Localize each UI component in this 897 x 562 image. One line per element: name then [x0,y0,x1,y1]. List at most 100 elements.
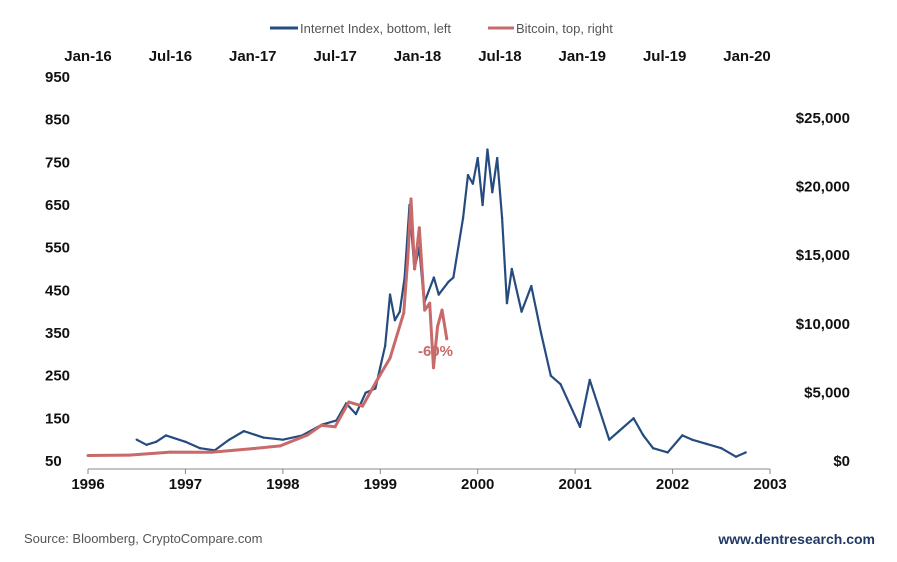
data-point-internet-index [734,455,738,458]
data-point-bitcoin [319,423,323,427]
data-point-internet-index [549,374,552,377]
data-point-internet-index [447,280,450,283]
top-axis-tick-labels: Jan-16 Jul-16 Jan-17 Jul-17 Jan-18 Jul-18 Jan-… [64,48,771,65]
data-point-internet-index [374,387,377,390]
data-point-internet-index [383,344,387,347]
left-tick-label: 850 [45,112,70,129]
bottom-tick-label: 2003 [753,476,786,493]
bottom-axis [87,468,771,474]
data-point-internet-index [510,267,514,271]
data-point-bitcoin [428,301,432,305]
right-tick-label: $15,000 [796,247,850,264]
data-point-bitcoin [210,450,214,454]
top-tick-label: Jan-20 [723,48,771,65]
data-point-internet-index [388,293,392,296]
data-point-internet-index [505,301,509,305]
data-point-internet-index [452,276,455,279]
data-point-internet-index [155,440,158,443]
data-point-bitcoin [417,226,421,230]
left-tick-label: 250 [45,368,70,385]
data-point-internet-index [398,310,401,313]
bottom-tick-label: 1996 [71,476,104,493]
data-point-bitcoin [445,337,449,341]
data-point-internet-index [588,378,591,382]
data-point-bitcoin [168,450,172,454]
data-point-internet-index [354,412,358,416]
bottom-tick-label: 1999 [364,476,397,493]
data-point-internet-index [432,276,436,279]
data-point-internet-index [642,434,645,437]
annotation-drawdown: -60% [418,343,453,360]
data-point-internet-index [476,156,479,160]
left-tick-label: 150 [45,410,70,427]
top-tick-label: Jul-19 [643,48,686,65]
top-tick-label: Jan-17 [229,48,277,65]
data-point-internet-index [500,216,504,219]
right-tick-label: $10,000 [796,316,850,333]
left-tick-label: 350 [45,325,70,342]
data-point-internet-index [486,148,489,151]
data-point-bitcoin [306,433,310,437]
top-tick-label: Jul-18 [478,48,521,65]
data-point-internet-index [578,425,582,429]
data-point-internet-index [651,447,655,450]
data-point-bitcoin [413,267,417,271]
data-point-internet-index [364,391,367,394]
data-point-bitcoin [409,197,413,201]
data-point-internet-index [379,365,382,369]
data-point-internet-index [184,440,187,443]
left-tick-label: 450 [45,282,70,299]
top-tick-label: Jan-16 [64,48,112,65]
data-point-internet-index [720,447,723,450]
data-point-internet-index [471,182,475,185]
website-link[interactable]: www.dentresearch.com [718,531,875,547]
data-point-bitcoin [436,325,440,329]
legend-label-bitcoin: Bitcoin, top, right [516,21,613,36]
data-point-internet-index [744,451,747,454]
data-point-internet-index [228,438,231,441]
data-point-internet-index [569,404,572,407]
data-point-internet-index [437,293,440,296]
top-tick-label: Jan-19 [558,48,606,65]
data-point-internet-index [705,442,708,446]
data-point-bitcoin [440,308,444,312]
data-point-internet-index [608,438,611,441]
data-point-internet-index [164,434,168,437]
right-tick-label: $0 [833,453,850,470]
bottom-tick-label: 2001 [558,476,591,493]
bottom-tick-label: 2000 [461,476,494,493]
data-point-internet-index [559,383,562,386]
right-tick-label: $5,000 [804,384,850,401]
data-point-internet-index [496,156,499,160]
data-point-internet-index [262,436,265,439]
data-point-internet-index [598,408,601,411]
data-point-internet-index [135,438,138,441]
left-tick-label: 550 [45,240,70,257]
data-point-bitcoin [431,366,435,370]
source-note: Source: Bloomberg, CryptoCompare.com [24,531,263,546]
data-point-internet-index [520,310,523,313]
series-line-internet-index [136,148,747,458]
data-point-internet-index [481,203,484,207]
data-point-bitcoin [347,400,351,404]
data-point-internet-index [466,173,470,177]
left-tick-label: 650 [45,197,70,214]
legend-label-internet-index: Internet Index, bottom, left [300,21,451,36]
bottom-tick-label: 2002 [656,476,689,493]
data-point-bitcoin [374,379,378,383]
data-point-internet-index [145,443,148,446]
data-point-bitcoin [361,404,365,408]
data-point-bitcoin [333,425,337,429]
series-layer [86,148,747,458]
right-tick-label: $20,000 [796,179,850,196]
data-point-bitcoin [423,308,427,312]
data-point-internet-index [617,429,621,433]
data-point-bitcoin [86,454,90,458]
left-axis-tick-labels: 950 850 750 650 550 450 350 250 150 50 [45,69,70,470]
left-tick-label: 750 [45,154,70,171]
data-point-bitcoin [388,356,392,360]
data-point-bitcoin [251,447,255,451]
series-line-bitcoin [87,197,449,458]
top-tick-label: Jan-18 [394,48,442,65]
data-point-internet-index [242,429,246,433]
